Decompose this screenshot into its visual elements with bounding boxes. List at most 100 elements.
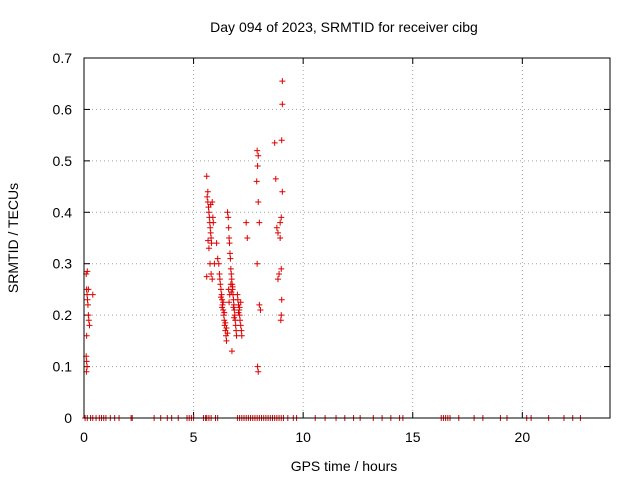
- axis-ticks: 0 0.1 0.2 0.3 0.4 0.5 0.6 0.7 0 5 10 15 20: [53, 50, 610, 445]
- data-point-marker: [221, 309, 228, 316]
- data-points: [82, 78, 584, 421]
- data-point-marker: [84, 268, 91, 275]
- data-point-marker: [226, 299, 233, 306]
- data-point-marker: [217, 281, 224, 288]
- data-point-marker: [207, 224, 214, 231]
- data-point-marker: [220, 299, 227, 306]
- y-tick-label: 0.6: [53, 101, 73, 117]
- data-point-marker: [207, 229, 214, 236]
- data-point-marker: [216, 276, 223, 283]
- data-point-marker: [274, 276, 281, 283]
- data-point-marker: [83, 358, 90, 365]
- data-point-marker: [277, 317, 284, 324]
- data-point-marker: [279, 78, 286, 85]
- data-point-marker: [227, 265, 234, 272]
- data-point-marker: [205, 209, 212, 216]
- data-point-marker: [228, 271, 235, 277]
- x-axis-label: GPS time / hours: [291, 458, 398, 474]
- plot-frame: [83, 57, 611, 419]
- data-point-marker: [217, 294, 224, 301]
- data-point-marker: [203, 273, 210, 280]
- data-point-marker: [223, 325, 230, 331]
- data-point-marker: [208, 235, 215, 241]
- data-point-marker: [243, 219, 250, 226]
- y-tick-label: 0.1: [53, 359, 73, 375]
- data-point-marker: [233, 332, 240, 339]
- data-point-marker: [207, 201, 214, 208]
- data-point-marker: [204, 188, 211, 195]
- y-tick-label: 0.2: [53, 307, 73, 323]
- x-tick-label: 15: [405, 429, 421, 445]
- data-point-marker: [216, 271, 223, 277]
- data-point-marker: [237, 322, 244, 329]
- y-tick-label: 0.5: [53, 153, 73, 169]
- data-point-marker: [236, 312, 243, 319]
- data-point-marker: [277, 219, 284, 226]
- data-point-marker: [83, 332, 90, 339]
- data-point-marker: [279, 101, 286, 108]
- data-point-marker: [253, 178, 260, 185]
- data-point-marker: [85, 317, 92, 324]
- data-point-marker: [224, 330, 231, 337]
- data-point-marker: [215, 260, 222, 267]
- data-point-marker: [278, 296, 285, 303]
- data-point-marker: [233, 327, 240, 334]
- data-point-marker: [232, 322, 239, 329]
- data-point-marker: [271, 139, 278, 146]
- data-point-marker: [226, 240, 233, 247]
- data-point-marker: [85, 286, 92, 293]
- data-point-marker: [209, 276, 216, 283]
- y-tick-label: 0.4: [53, 204, 73, 220]
- data-point-marker: [274, 229, 281, 236]
- data-point-marker: [217, 286, 224, 293]
- chart-title: Day 094 of 2023, SRMTID for receiver cib…: [210, 19, 478, 35]
- data-point-marker: [255, 368, 262, 375]
- data-point-marker: [273, 224, 280, 231]
- data-point-marker: [256, 219, 263, 226]
- data-point-marker: [256, 301, 263, 308]
- y-tick-label: 0: [64, 410, 72, 426]
- data-point-marker: [205, 237, 212, 244]
- data-point-marker: [224, 209, 231, 216]
- data-point-marker: [84, 301, 91, 308]
- data-point-marker: [89, 291, 96, 298]
- data-point-marker: [229, 283, 236, 290]
- x-tick-label: 5: [190, 429, 198, 445]
- data-point-marker: [213, 240, 220, 247]
- data-point-marker: [254, 147, 261, 154]
- data-point-marker: [244, 235, 251, 241]
- y-axis-label: SRMTID / TECUs: [5, 183, 21, 293]
- data-point-marker: [277, 235, 284, 241]
- data-point-marker: [254, 363, 261, 370]
- x-tick-label: 10: [295, 429, 311, 445]
- data-point-marker: [221, 317, 228, 324]
- data-point-marker: [84, 296, 91, 303]
- data-point-marker: [227, 255, 234, 262]
- data-point-marker: [278, 137, 285, 144]
- data-point-marker: [272, 175, 279, 182]
- data-point-marker: [255, 199, 262, 205]
- data-point-marker: [84, 363, 91, 370]
- data-point-marker: [214, 255, 221, 262]
- data-point-marker: [235, 309, 242, 316]
- data-point-marker: [279, 188, 286, 195]
- data-point-marker: [278, 265, 285, 272]
- data-point-marker: [220, 307, 227, 313]
- data-point-marker: [222, 319, 229, 326]
- data-point-marker: [210, 219, 217, 226]
- grid-lines: [84, 58, 610, 418]
- data-point-marker: [236, 304, 243, 311]
- data-point-marker: [225, 286, 232, 293]
- data-point-marker: [219, 304, 226, 311]
- data-point-marker: [204, 193, 211, 200]
- data-point-marker: [237, 299, 244, 306]
- data-point-marker: [238, 332, 245, 339]
- data-point-marker: [209, 214, 216, 221]
- data-point-marker: [228, 276, 235, 283]
- data-point-marker: [231, 314, 238, 321]
- data-point-marker: [86, 322, 93, 329]
- data-point-marker: [257, 307, 264, 313]
- data-point-marker: [218, 291, 225, 298]
